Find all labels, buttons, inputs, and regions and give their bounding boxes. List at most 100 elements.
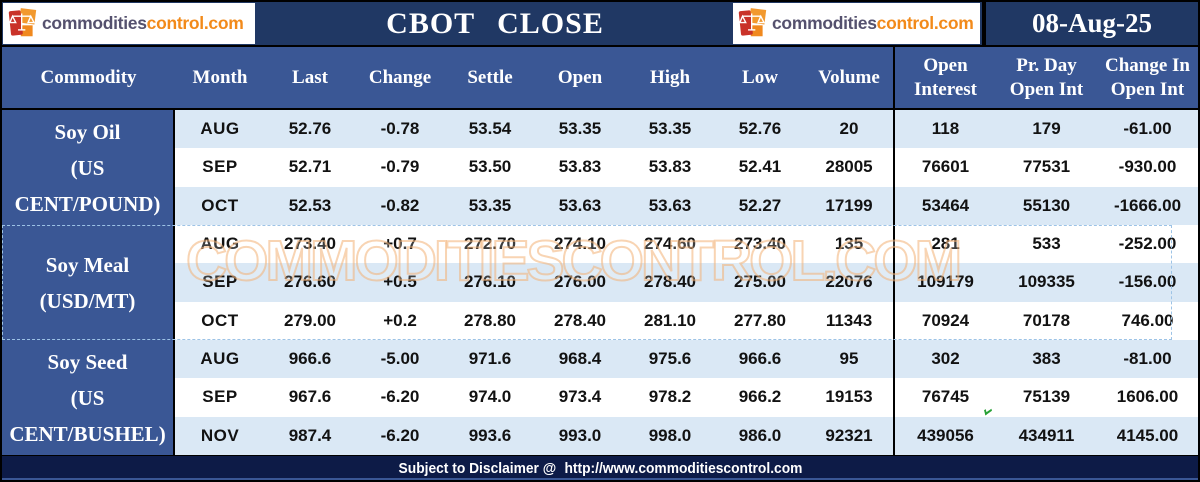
cell-high: 53.63 [648, 195, 692, 215]
page-title: CBOT CLOSE [386, 6, 604, 40]
cell-open-interest: 76601 [893, 148, 996, 187]
commoditiescontrol-logo-right[interactable]: commoditiescontrol.com [733, 3, 980, 44]
cell-low: 52.76 [738, 119, 782, 139]
cell-change: -0.82 [380, 195, 420, 215]
cell-open-interest: 70924 [893, 301, 996, 340]
cell-open-interest: 109179 [893, 263, 996, 302]
table-row: SEP 52.71 -0.79 53.50 53.83 53.83 52.41 … [175, 148, 1198, 187]
cell-settle: 278.80 [464, 310, 516, 330]
cell-prday-openint: 434911 [1018, 425, 1075, 445]
cell-prday-openint: 533 [1032, 234, 1061, 254]
cell-change: +0.5 [383, 272, 417, 292]
cell-high: 975.6 [648, 349, 692, 369]
cell-change-openint: 746.00 [1121, 310, 1174, 330]
cell-last: 52.71 [288, 157, 332, 177]
cell-last: 273.40 [284, 234, 336, 254]
cell-open: 53.83 [558, 157, 602, 177]
commoditiescontrol-logo-left[interactable]: commoditiescontrol.com [3, 3, 255, 44]
cell-month: NOV [200, 425, 240, 445]
cell-change: -0.79 [380, 157, 420, 177]
cell-open-interest: 118 [893, 110, 996, 149]
cell-volume: 20 [839, 119, 859, 139]
cell-prday-openint: 383 [1032, 349, 1061, 369]
title-bar: commoditiescontrol.com CBOT CLOSE commod… [2, 2, 1198, 45]
cell-change-openint: -156.00 [1118, 272, 1177, 292]
disclaimer-url[interactable]: http://www.commoditiescontrol.com [563, 459, 802, 477]
col-header-last: Last [292, 66, 328, 88]
cell-change: +0.7 [383, 234, 417, 254]
cell-open-interest: 281 [893, 225, 996, 264]
cell-open: 276.00 [554, 272, 606, 292]
col-header-open-interest: Open Interest [893, 47, 996, 108]
date-divider [982, 2, 986, 45]
cell-low: 277.80 [734, 310, 786, 330]
cell-settle: 272.70 [464, 234, 516, 254]
cell-volume: 135 [834, 234, 864, 254]
cell-settle: 276.10 [464, 272, 516, 292]
table-row: SEP 276.60 +0.5 276.10 276.00 278.40 275… [175, 263, 1198, 302]
cell-high: 53.83 [648, 157, 692, 177]
scales-logo-icon [738, 8, 767, 37]
table-header-row: Commodity Month Last Change Settle Open … [2, 47, 1198, 108]
cell-change-openint: -61.00 [1123, 119, 1172, 139]
cell-open: 973.4 [558, 387, 602, 407]
cell-high: 978.2 [648, 387, 692, 407]
cell-high: 53.35 [648, 119, 692, 139]
disclaimer-label: Subject to Disclaimer @ [398, 459, 556, 477]
logo-text: commoditiescontrol.com [772, 13, 974, 33]
cell-open-interest: 302 [893, 340, 996, 379]
cell-prday-openint: 70178 [1022, 310, 1071, 330]
col-header-low: Low [742, 66, 778, 88]
cell-high: 274.60 [644, 234, 696, 254]
cell-change-openint: 4145.00 [1116, 425, 1179, 445]
cell-last: 966.6 [288, 349, 332, 369]
cell-low: 273.40 [734, 234, 786, 254]
cell-volume: 95 [839, 349, 859, 369]
cell-high: 998.0 [648, 425, 692, 445]
logo-text: commoditiescontrol.com [42, 13, 244, 33]
cell-low: 52.41 [738, 157, 782, 177]
cell-volume: 22076 [825, 272, 873, 292]
cell-volume: 11343 [825, 310, 873, 330]
cell-volume: 17199 [825, 195, 873, 215]
cell-volume: 28005 [825, 157, 873, 177]
cell-change-openint: -1666.00 [1113, 195, 1182, 215]
cell-open: 274.10 [554, 234, 606, 254]
col-header-open: Open [557, 66, 603, 88]
col-header-volume: Volume [818, 66, 880, 88]
cell-last: 967.6 [288, 387, 332, 407]
cell-change-openint: 1606.00 [1116, 387, 1179, 407]
cell-volume: 19153 [825, 387, 873, 407]
cell-month: SEP [202, 387, 238, 407]
cell-high: 278.40 [644, 272, 696, 292]
cell-settle: 971.6 [468, 349, 512, 369]
cell-open: 278.40 [554, 310, 606, 330]
commodity-label: Soy Seed (US CENT/BUSHEL) [2, 340, 175, 455]
cell-low: 966.6 [738, 349, 782, 369]
cell-change: -0.78 [380, 119, 420, 139]
cell-settle: 53.54 [468, 119, 512, 139]
cell-volume: 92321 [825, 425, 873, 445]
group-soy-oil: Soy Oil (US CENT/POUND) AUG 52.76 -0.78 … [2, 110, 1198, 225]
cell-change-openint: -930.00 [1118, 157, 1177, 177]
col-header-change-openint: Change In Open Int [1105, 54, 1190, 100]
cell-change: -6.20 [380, 387, 420, 407]
table-row: AUG 273.40 +0.7 272.70 274.10 274.60 273… [175, 225, 1198, 264]
cell-open: 993.0 [558, 425, 602, 445]
disclaimer-bar: Subject to Disclaimer @ http://www.commo… [2, 456, 1198, 480]
cell-low: 966.2 [738, 387, 782, 407]
col-header-change: Change [368, 66, 432, 88]
col-header-commodity: Commodity [40, 66, 137, 88]
col-header-month: Month [192, 66, 248, 88]
table-row: OCT 279.00 +0.2 278.80 278.40 281.10 277… [175, 301, 1198, 340]
cell-month: SEP [202, 272, 238, 292]
table-row: OCT 52.53 -0.82 53.35 53.63 53.63 52.27 … [175, 186, 1198, 225]
cell-month: AUG [200, 349, 240, 369]
cell-change-openint: -81.00 [1123, 349, 1172, 369]
cell-settle: 974.0 [468, 387, 512, 407]
cell-settle: 53.50 [468, 157, 512, 177]
col-header-prday-openint: Pr. Day Open Int [1009, 54, 1084, 100]
cell-last: 279.00 [284, 310, 336, 330]
cell-prday-openint: 75139 [1022, 387, 1071, 407]
